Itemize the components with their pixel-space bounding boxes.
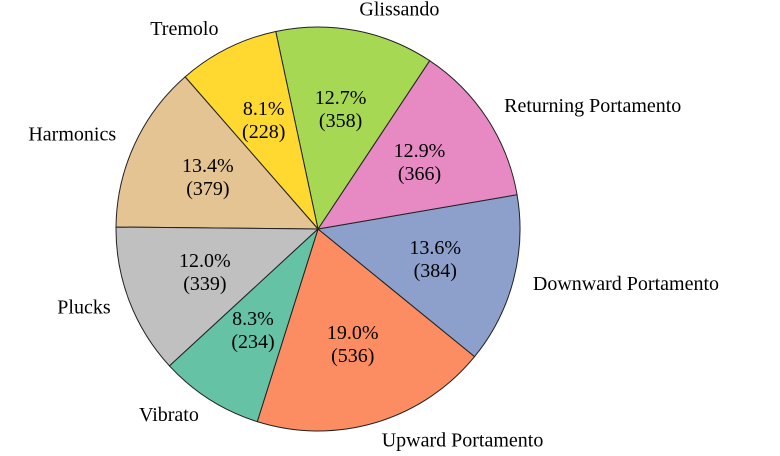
slice-label: Harmonics: [28, 124, 116, 146]
slice-label: Vibrato: [139, 404, 199, 426]
slice-label: Returning Portamento: [504, 95, 681, 117]
slice-label: Downward Portamento: [533, 273, 719, 295]
pie-slice: [316, 194, 521, 358]
slice-label: Glissando: [359, 0, 439, 20]
value-label: 13.6% (384): [409, 236, 462, 282]
slice-label: Tremolo: [150, 18, 218, 40]
value-label: 12.7% (358): [314, 86, 367, 132]
pie-slice: [256, 228, 476, 432]
pie-slice: [275, 26, 431, 231]
slice-label: Upward Portamento: [382, 429, 544, 451]
value-label: 8.3% (234): [231, 308, 275, 354]
pie-slice: [184, 30, 319, 231]
pie-slice: [168, 227, 320, 423]
value-label: 12.0% (339): [179, 249, 231, 295]
pie-slice: [316, 59, 518, 230]
value-label: 8.1% (228): [242, 97, 286, 143]
pie-slice: [115, 76, 320, 230]
value-label: 12.9% (366): [393, 139, 446, 185]
value-label: 19.0% (536): [326, 322, 379, 368]
value-label: 13.4% (379): [182, 155, 234, 201]
slice-label: Plucks: [57, 296, 111, 318]
pie-slice: [115, 226, 320, 367]
